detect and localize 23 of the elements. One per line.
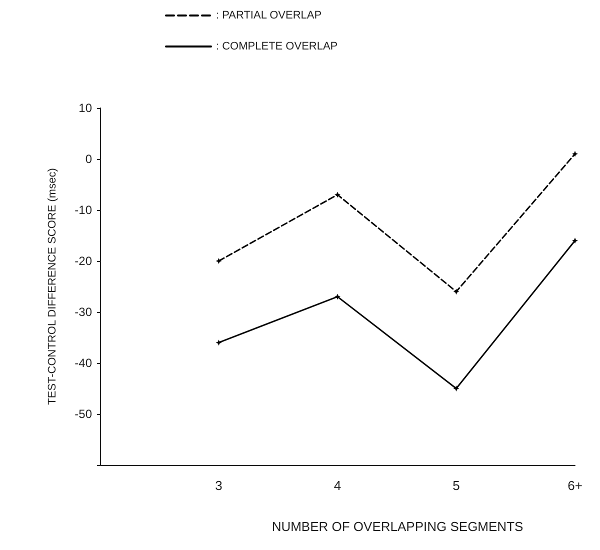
point bbox=[216, 258, 222, 264]
point bbox=[453, 288, 460, 295]
x-tick-label: 6+ bbox=[568, 478, 582, 493]
x-tick-label: 3 bbox=[215, 478, 222, 493]
y-tick-label: -20 bbox=[74, 254, 92, 268]
y-tick-label: 0 bbox=[85, 152, 92, 166]
point bbox=[572, 238, 578, 244]
x-axis-title: NUMBER OF OVERLAPPING SEGMENTS bbox=[272, 519, 524, 534]
legend-label: : COMPLETE OVERLAP bbox=[216, 40, 338, 52]
point bbox=[334, 294, 340, 300]
point bbox=[572, 150, 578, 157]
point bbox=[334, 192, 340, 198]
legend-label: : PARTIAL OVERLAP bbox=[216, 10, 322, 22]
x-tick-label: 4 bbox=[334, 478, 342, 493]
y-tick-label: -10 bbox=[74, 203, 92, 217]
y-tick-label: 10 bbox=[78, 101, 92, 115]
y-tick-label: -40 bbox=[74, 356, 92, 370]
x-tick-label: 5 bbox=[452, 478, 460, 493]
y-tick-label: -30 bbox=[74, 305, 92, 319]
y-axis-title: TEST-CONTROL DIFFERENCE SCORE (msec) bbox=[46, 168, 58, 405]
y-tick-label: -50 bbox=[74, 407, 92, 421]
point bbox=[453, 386, 460, 392]
point bbox=[216, 340, 222, 346]
